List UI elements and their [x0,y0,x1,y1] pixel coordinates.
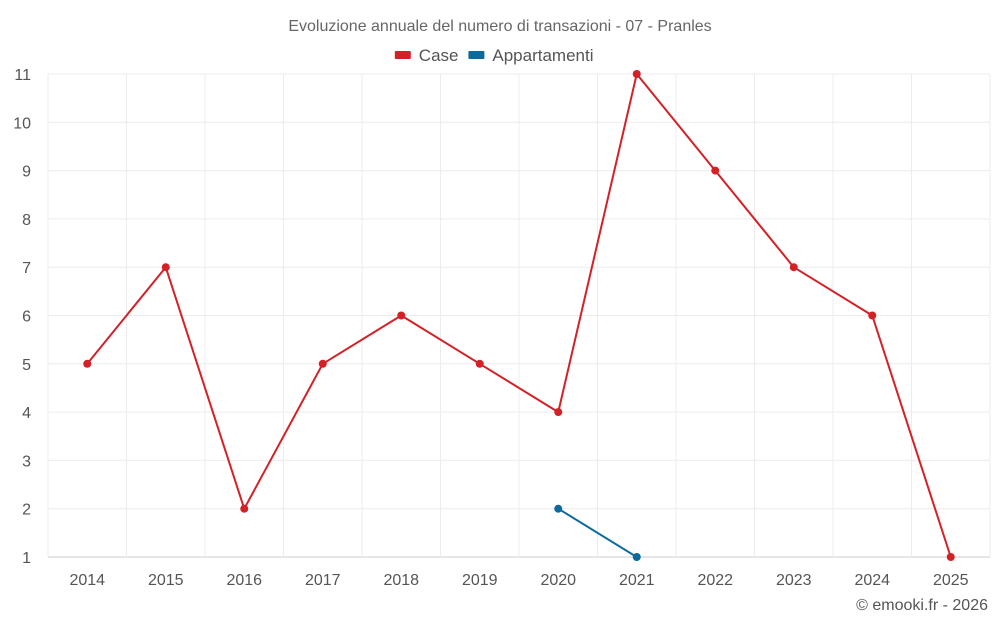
x-tick-label: 2015 [148,572,184,589]
data-point[interactable] [161,263,170,272]
data-point[interactable] [318,359,327,368]
data-point[interactable] [554,504,563,513]
data-point[interactable] [240,504,249,513]
y-tick-label: 6 [22,309,31,326]
y-tick-label: 7 [22,260,31,277]
x-tick-label: 2018 [383,572,419,589]
data-point[interactable] [789,263,798,272]
grid-lines [47,73,991,558]
data-point[interactable] [83,359,92,368]
legend-swatch [468,51,485,59]
y-tick-label: 3 [22,453,31,470]
x-tick-label: 2024 [854,572,890,589]
data-point[interactable] [632,70,641,78]
x-axis: 2014 2015 2016 2017 2018 2019 2020 2021 2022 2023… [69,572,968,589]
y-tick-label: 8 [22,212,31,229]
y-tick-label: 5 [22,357,31,374]
y-tick-label: 1 [22,550,31,567]
legend-item-appartamenti[interactable]: Appartamenti [468,46,594,65]
series-layer [83,70,955,561]
x-tick-label: 2022 [697,572,733,589]
legend-label: Case [419,46,459,65]
data-point[interactable] [554,408,563,417]
legend-item-case[interactable]: Case [394,46,459,65]
series-case [83,70,955,561]
x-tick-label: 2023 [776,572,812,589]
y-tick-label: 9 [22,164,31,181]
x-tick-label: 2021 [619,572,655,589]
x-tick-label: 2017 [305,572,341,589]
legend-label: Appartamenti [492,46,593,65]
series-line [557,507,638,558]
legend-swatch [394,51,411,59]
x-tick-label: 2019 [462,572,498,589]
series-appartamenti [554,504,641,561]
y-tick-label: 4 [22,405,31,422]
series-line [86,73,952,558]
credit-text: © emooki.fr - 2026 [856,597,988,614]
chart-title: Evoluzione annuale del numero di transaz… [288,18,711,35]
x-tick-label: 2016 [226,572,262,589]
y-tick-label: 10 [13,115,31,132]
data-point[interactable] [475,359,484,368]
data-point[interactable] [397,311,406,320]
x-tick-label: 2020 [540,572,576,589]
data-point[interactable] [632,553,641,561]
y-tick-label: 2 [22,502,31,519]
x-tick-label: 2025 [933,572,969,589]
chart-legend[interactable]: Case Appartamenti [394,46,594,65]
data-point[interactable] [711,166,720,175]
x-tick-label: 2014 [69,572,105,589]
data-point[interactable] [868,311,877,320]
y-axis: 1 2 3 4 5 6 7 8 9 10 11 [13,67,31,567]
data-point[interactable] [946,553,955,561]
y-tick-label: 11 [14,67,31,84]
